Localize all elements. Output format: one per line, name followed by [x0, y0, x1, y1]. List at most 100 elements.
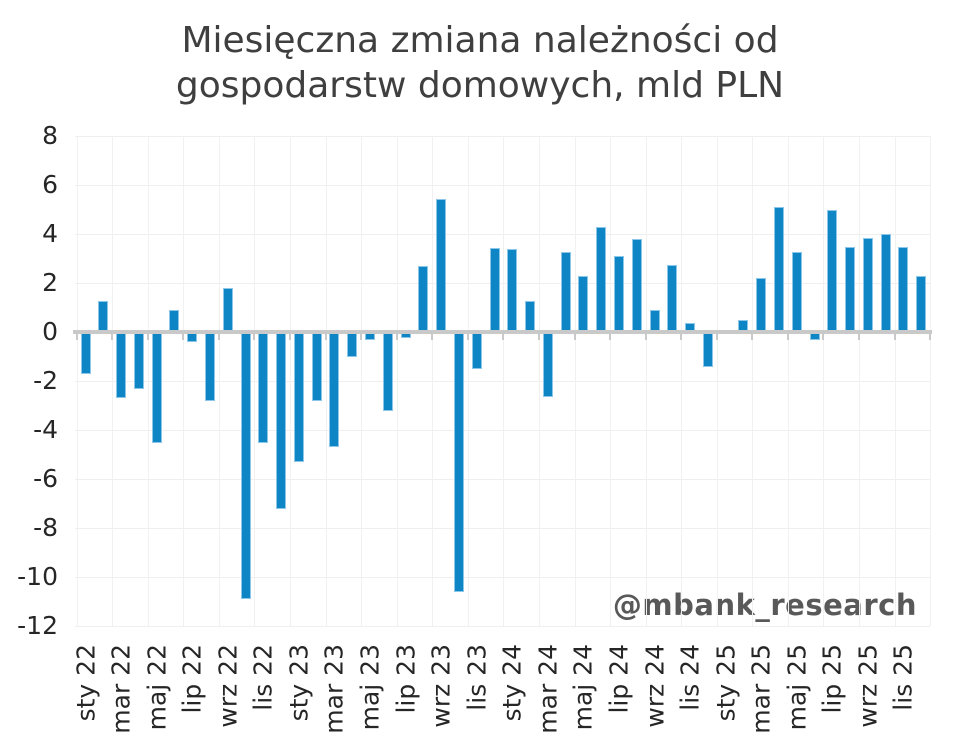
- bar-lis-25: [898, 246, 909, 333]
- v-gridline: [610, 136, 611, 626]
- v-gridline: [325, 136, 327, 626]
- x-tick-label: sty 23: [284, 644, 314, 722]
- y-tick-label: 8: [42, 121, 58, 150]
- bar-mar-25: [756, 278, 767, 333]
- x-axis-tick: [751, 334, 754, 341]
- x-axis-tick: [217, 334, 220, 341]
- v-gridline: [432, 136, 434, 626]
- y-tick-label: 0: [42, 317, 58, 346]
- x-tick-label: lis 24: [675, 644, 705, 711]
- bar-maj-24: [578, 276, 589, 333]
- x-axis-tick: [253, 334, 256, 341]
- bar-lis-22: [258, 332, 269, 443]
- x-axis-tick: [929, 334, 932, 341]
- x-axis-tick: [182, 334, 185, 341]
- bar-kwi-24: [560, 251, 571, 333]
- v-gridline: [645, 136, 647, 626]
- x-tick-label: wrz 24: [640, 644, 669, 728]
- v-gridline: [538, 136, 540, 626]
- v-gridline: [894, 136, 896, 626]
- v-gridline: [183, 136, 185, 626]
- y-tick-label: -12: [17, 611, 58, 640]
- bar-sie-24: [631, 239, 642, 333]
- x-tick-label: lis 22: [248, 644, 278, 711]
- h-gridline: [75, 430, 930, 431]
- v-gridline: [681, 136, 683, 626]
- bar-sie-25: [845, 246, 856, 333]
- x-tick-label: lip 22: [177, 644, 207, 714]
- h-gridline: [75, 528, 930, 529]
- plot-area: [73, 136, 932, 627]
- v-gridline: [574, 136, 576, 626]
- x-axis-tick: [146, 334, 149, 341]
- x-axis-tick: [324, 334, 327, 341]
- x-tick-label: lip 23: [391, 644, 421, 714]
- v-gridline: [290, 136, 291, 626]
- bar-sie-22: [205, 332, 215, 401]
- x-tick-label: mar 23: [319, 644, 349, 734]
- x-axis-tick: [75, 334, 78, 341]
- x-axis-tick: [858, 334, 860, 341]
- bar-sty-24: [507, 249, 518, 333]
- y-tick-label: -2: [33, 366, 58, 395]
- v-gridline: [147, 136, 149, 626]
- x-tick-label: maj 23: [355, 644, 385, 731]
- v-gridline: [396, 136, 398, 626]
- bar-gru-22: [276, 332, 287, 509]
- x-axis-tick: [893, 334, 896, 341]
- x-tick-label: mar 25: [746, 644, 776, 734]
- bar-lut-22: [98, 300, 109, 333]
- x-tick-label: sty 22: [71, 644, 100, 722]
- bar-wrz-25: [862, 238, 873, 333]
- bar-maj-25: [791, 251, 802, 333]
- v-gridline: [787, 136, 789, 626]
- bar-lip-24: [613, 256, 624, 333]
- bar-lis-23: [471, 332, 482, 370]
- bar-wrz-24: [649, 310, 660, 333]
- v-gridline: [467, 136, 469, 626]
- bar-kwi-25: [774, 207, 784, 333]
- bar-cze-22: [169, 310, 180, 333]
- y-tick-label: 2: [42, 268, 58, 297]
- x-tick-label: mar 24: [533, 644, 563, 734]
- bar-wrz-23: [436, 198, 447, 333]
- bar-sty-23: [293, 332, 304, 463]
- x-axis-tick: [680, 334, 683, 341]
- page-title: Miesięczna zmiana należności od gospodar…: [0, 18, 960, 108]
- zero-axis-line: [73, 330, 932, 335]
- y-tick-label: -10: [17, 562, 58, 591]
- h-gridline: [75, 577, 930, 578]
- bar-kwi-23: [347, 332, 358, 357]
- y-tick-label: -8: [33, 513, 58, 542]
- chart-title-line1: Miesięczna zmiana należności od: [181, 20, 779, 61]
- x-tick-label: lip 24: [604, 644, 634, 714]
- x-tick-label: mar 22: [106, 644, 136, 734]
- y-tick-label: -4: [33, 415, 58, 444]
- v-gridline: [930, 136, 932, 626]
- bar-maj-22: [151, 332, 162, 443]
- bar-sie-23: [418, 266, 429, 333]
- v-gridline: [716, 136, 718, 626]
- v-gridline: [254, 136, 256, 626]
- x-axis-tick: [431, 334, 434, 341]
- x-axis-tick: [715, 334, 718, 341]
- v-gridline: [361, 136, 363, 626]
- v-gridline: [823, 136, 825, 626]
- bar-gru-23: [489, 247, 500, 333]
- bar-lut-23: [311, 332, 322, 401]
- bar-sty-22: [80, 332, 91, 374]
- bar-gru-24: [702, 332, 713, 367]
- x-axis-tick: [573, 334, 576, 341]
- bar-wrz-22: [222, 288, 233, 333]
- x-tick-label: maj 24: [568, 644, 598, 731]
- v-gridline: [752, 136, 754, 626]
- h-gridline: [75, 234, 930, 235]
- watermark: @mbank_research: [612, 588, 917, 622]
- bar-mar-23: [329, 332, 340, 448]
- bar-paź-25: [880, 234, 891, 333]
- x-axis-tick: [111, 334, 114, 341]
- x-axis-tick: [822, 334, 825, 341]
- x-axis-tick: [644, 334, 647, 341]
- bar-kwi-22: [133, 332, 144, 389]
- v-gridline: [112, 136, 114, 626]
